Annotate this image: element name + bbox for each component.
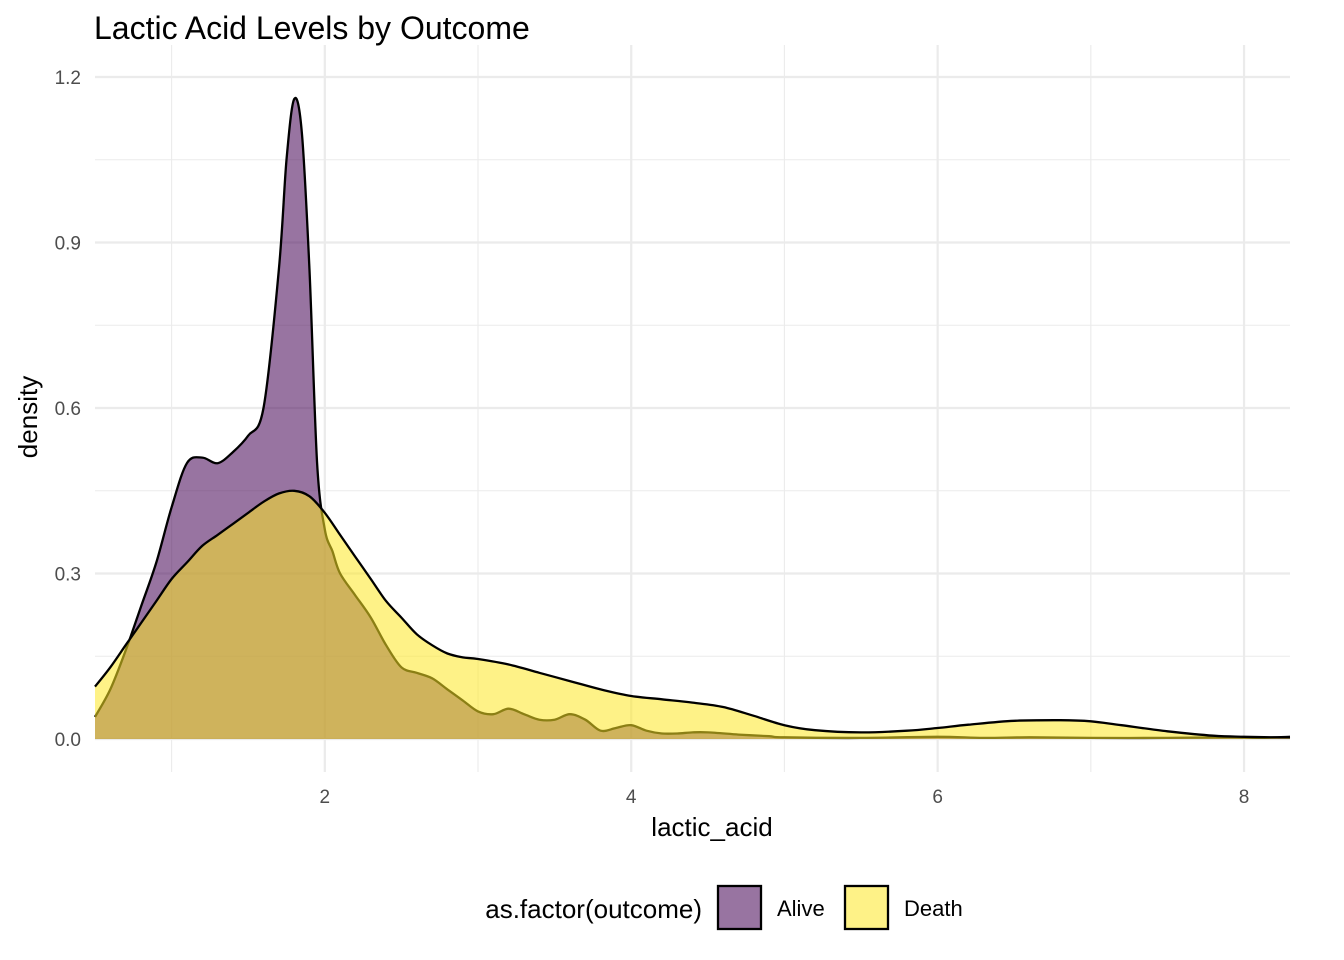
y-axis-ticks: 0.0 0.3 0.6 0.9 1.2 [55, 68, 81, 751]
y-tick-label: 0.0 [55, 730, 81, 751]
x-axis-title: lactic_acid [651, 812, 772, 842]
legend-label-death: Death [904, 896, 963, 921]
y-tick-label: 0.9 [55, 234, 81, 255]
legend-label-alive: Alive [777, 896, 825, 921]
y-tick-label: 1.2 [55, 68, 81, 89]
x-axis-ticks: 2 4 6 8 [320, 787, 1250, 808]
x-tick-label: 4 [626, 787, 637, 808]
x-tick-label: 2 [320, 787, 331, 808]
y-tick-label: 0.6 [55, 399, 81, 420]
legend-key-alive [716, 884, 763, 931]
legend-items: Alive Death [716, 884, 963, 931]
y-tick-label: 0.3 [55, 565, 81, 586]
legend: as.factor(outcome) Alive Death [485, 884, 963, 931]
density-line-death [94, 489, 1291, 739]
legend-title: as.factor(outcome) [485, 894, 702, 924]
density-areas [93, 96, 1291, 740]
density-area-death [95, 490, 1290, 739]
chart-title: Lactic Acid Levels by Outcome [94, 10, 530, 46]
x-tick-label: 8 [1239, 787, 1250, 808]
y-axis-title: density [13, 376, 43, 458]
x-tick-label: 6 [932, 787, 943, 808]
legend-key-death [843, 884, 890, 931]
